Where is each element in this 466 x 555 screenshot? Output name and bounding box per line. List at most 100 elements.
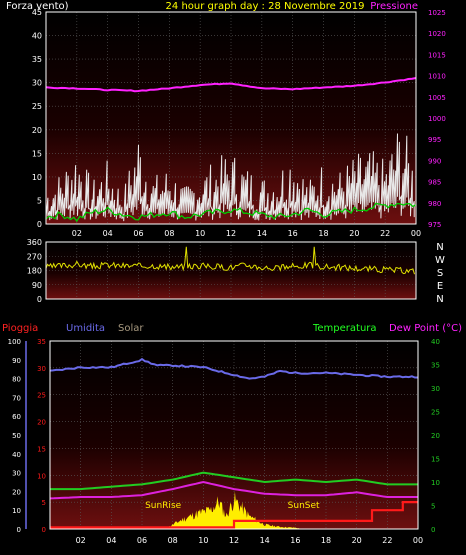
x-tick-label: 02 bbox=[76, 536, 86, 545]
humidity-tick-label: 50 bbox=[12, 432, 21, 440]
rain-tick-label: 5 bbox=[42, 499, 46, 507]
plot-frame bbox=[49, 340, 419, 530]
grid bbox=[46, 241, 417, 300]
y2-tick-label: 1025 bbox=[428, 9, 446, 17]
plot-frame bbox=[45, 11, 417, 225]
compass-label: N bbox=[436, 242, 443, 253]
temperature-tick-label: 10 bbox=[431, 479, 440, 487]
y2-tick-label: 1020 bbox=[428, 30, 446, 38]
grid bbox=[46, 11, 417, 225]
y-tick-label: 0 bbox=[37, 295, 42, 304]
y2-tick-label: 1010 bbox=[428, 73, 446, 81]
humidity-tick-label: 80 bbox=[12, 376, 21, 384]
left-axis: 0 90 180 270 360 bbox=[27, 238, 42, 304]
series-layer bbox=[45, 77, 417, 223]
x-tick-label: 08 bbox=[168, 536, 178, 545]
y-tick-label: 360 bbox=[27, 238, 42, 247]
humidity-series bbox=[49, 357, 418, 380]
x-tick-label: 16 bbox=[290, 536, 300, 545]
x-tick-label: 16 bbox=[288, 229, 298, 238]
x-tick-label: 14 bbox=[257, 229, 267, 238]
x-tick-label: 04 bbox=[106, 536, 116, 545]
x-tick-label: 12 bbox=[229, 536, 239, 545]
plot-frame bbox=[45, 241, 417, 300]
gust-series bbox=[45, 133, 415, 222]
y-tick-label: 15 bbox=[32, 149, 42, 158]
y2-tick-label: 1005 bbox=[428, 94, 446, 102]
x-tick-label: 02 bbox=[72, 229, 82, 238]
humidity-tick-label: 100 bbox=[8, 338, 21, 346]
y-tick-label: 20 bbox=[32, 126, 42, 135]
x-tick-label: 10 bbox=[195, 229, 205, 238]
y-tick-label: 40 bbox=[32, 32, 42, 41]
y2-tick-label: 1000 bbox=[428, 115, 446, 123]
humidity-tick-label: 60 bbox=[12, 413, 21, 421]
pressure-series bbox=[45, 77, 417, 93]
sunset-annotation: SunSet bbox=[288, 501, 320, 511]
sunrise-annotation: SunRise bbox=[145, 501, 182, 511]
rain-tick-label: 20 bbox=[37, 419, 46, 427]
temperature-axis: 0 5 10 15 20 25 30 35 40 bbox=[431, 338, 440, 534]
y2-tick-label: 990 bbox=[428, 157, 441, 165]
x-tick-label: 00 bbox=[413, 536, 423, 545]
temperature-tick-label: 40 bbox=[431, 338, 440, 346]
x-tick-label: 20 bbox=[352, 536, 362, 545]
humidity-tick-label: 20 bbox=[12, 488, 21, 496]
chart-title: 24 hour graph day : 28 Novembre 2019 bbox=[166, 1, 365, 12]
rain-tick-label: 10 bbox=[37, 472, 46, 480]
x-tick-label: 12 bbox=[226, 229, 236, 238]
x-tick-label: 06 bbox=[137, 536, 147, 545]
humidity-tick-label: 0 bbox=[17, 526, 21, 534]
rain-axis: 0 5 10 15 20 25 30 35 bbox=[37, 338, 46, 534]
x-tick-label: 22 bbox=[380, 229, 390, 238]
x-axis: 02 04 06 08 10 12 14 16 18 20 22 00 bbox=[72, 229, 421, 238]
temperature-axis-title: Temperatura bbox=[312, 323, 377, 334]
x-tick-label: 20 bbox=[349, 229, 359, 238]
temperature-tick-label: 5 bbox=[431, 503, 435, 511]
y-tick-label: 10 bbox=[32, 173, 42, 182]
temperature-tick-label: 0 bbox=[431, 526, 435, 534]
humidity-tick-label: 90 bbox=[12, 357, 21, 365]
humidity-axis: 0 10 20 30 40 50 60 70 80 90 100 bbox=[8, 338, 27, 534]
y-tick-label: 25 bbox=[32, 102, 42, 111]
y-tick-label: 45 bbox=[32, 8, 42, 17]
temperature-tick-label: 15 bbox=[431, 456, 440, 464]
compass-label: E bbox=[437, 281, 443, 292]
left-axis: 0 5 10 15 20 25 30 35 40 45 bbox=[32, 8, 42, 229]
compass-label: W bbox=[435, 255, 445, 266]
y-tick-label: 30 bbox=[32, 79, 42, 88]
x-tick-label: 18 bbox=[318, 229, 328, 238]
temperature-series bbox=[50, 471, 418, 491]
y-tick-label: 180 bbox=[27, 267, 42, 276]
y-tick-label: 5 bbox=[37, 196, 42, 205]
wind-series bbox=[45, 202, 417, 223]
x-tick-label: 14 bbox=[260, 536, 270, 545]
y2-tick-label: 995 bbox=[428, 136, 441, 144]
dewpoint-axis-title: Dew Point (°C) bbox=[389, 323, 462, 334]
y2-tick-label: 985 bbox=[428, 179, 441, 187]
wind-axis-title: Forza vento) bbox=[6, 1, 69, 12]
x-tick-label: 06 bbox=[133, 229, 143, 238]
series-layer bbox=[45, 246, 415, 275]
rain-series bbox=[50, 501, 418, 529]
rain-tick-label: 15 bbox=[37, 445, 46, 453]
rain-tick-label: 30 bbox=[37, 365, 46, 373]
humidity-tick-label: 30 bbox=[12, 470, 21, 478]
rain-tick-label: 25 bbox=[37, 392, 46, 400]
y2-tick-label: 980 bbox=[428, 200, 441, 208]
rain-humidity-temp-panel: 0 10 20 30 40 50 60 70 80 90 100 0 5 10 15 20 25 30 35 0 5… bbox=[8, 338, 440, 545]
y2-tick-label: 975 bbox=[428, 221, 441, 229]
direction-series bbox=[45, 246, 415, 275]
solar-label: Solar bbox=[118, 323, 144, 334]
rain-tick-label: 0 bbox=[42, 526, 46, 534]
humidity-tick-label: 40 bbox=[12, 451, 21, 459]
temperature-tick-label: 25 bbox=[431, 409, 440, 417]
dewpoint-series bbox=[49, 480, 418, 500]
rain-axis-title: Pioggia bbox=[2, 323, 38, 334]
x-tick-label: 04 bbox=[103, 229, 113, 238]
humidity-tick-label: 10 bbox=[12, 507, 21, 515]
